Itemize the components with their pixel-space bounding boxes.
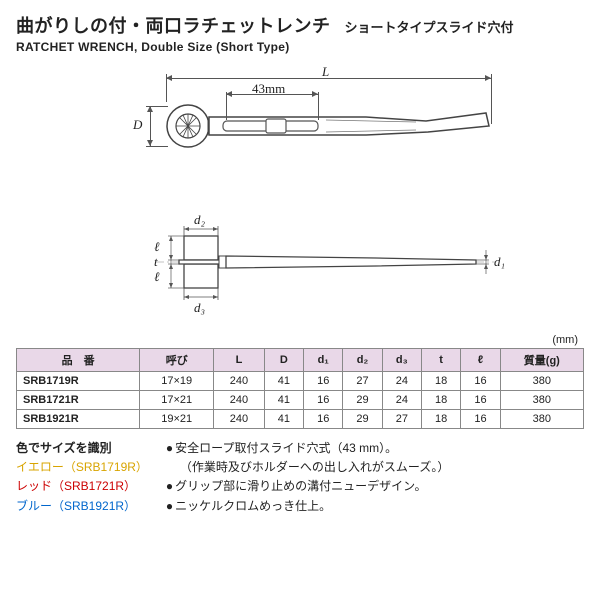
table-row: SRB1719R17×19240411627241816380	[17, 372, 584, 391]
table-cell: 16	[461, 410, 500, 429]
table-cell: 41	[264, 391, 303, 410]
table-cell: 18	[421, 391, 460, 410]
table-cell: 380	[500, 372, 583, 391]
legend-header: 色でサイズを識別	[16, 439, 148, 458]
dim-l2-label: ℓ	[154, 269, 159, 285]
wrench-side-view	[166, 98, 496, 161]
table-cell: 16	[304, 372, 343, 391]
table-cell: 240	[214, 410, 265, 429]
bullet-3: ニッケルクロムめっき仕上。	[166, 497, 449, 516]
table-cell: 380	[500, 391, 583, 410]
legend-blue: ブルー（SRB1921R）	[16, 497, 148, 516]
table-cell: 16	[461, 372, 500, 391]
table-row: SRB1921R19×21240411629271816380	[17, 410, 584, 429]
table-row: SRB1721R17×21240411629241816380	[17, 391, 584, 410]
table-cell: 240	[214, 372, 265, 391]
arrow-icon	[226, 91, 232, 97]
table-cell: SRB1721R	[17, 391, 140, 410]
arrow-icon	[147, 140, 153, 146]
bullet-1: 安全ロープ取付スライド穴式（43 mm）。	[166, 439, 449, 458]
table-cell: 17×21	[140, 391, 214, 410]
dim-l1-label: ℓ	[154, 239, 159, 255]
title-en: RATCHET WRENCH, Double Size (Short Type)	[16, 40, 584, 54]
arrow-icon	[166, 75, 172, 81]
table-cell: 16	[461, 391, 500, 410]
table-cell: 17×19	[140, 372, 214, 391]
table-cell: 24	[382, 372, 421, 391]
unit-label: (mm)	[16, 334, 578, 346]
table-header: 呼び	[140, 349, 214, 372]
arrow-icon	[312, 91, 318, 97]
table-cell: 41	[264, 410, 303, 429]
table-cell: 29	[343, 410, 382, 429]
dim-t-label: t	[154, 254, 158, 270]
table-header: t	[421, 349, 460, 372]
table-header: 質量(g)	[500, 349, 583, 372]
subtitle-jp: ショートタイプスライド穴付	[345, 17, 514, 36]
diagram-area: L 43mm D d₂ d₃ ℓ t ℓ d₁	[136, 64, 600, 324]
table-cell: 18	[421, 372, 460, 391]
title-jp: 曲がりしの付・両口ラチェットレンチ	[16, 12, 331, 38]
table-cell: 29	[343, 391, 382, 410]
table-cell: SRB1719R	[17, 372, 140, 391]
bullet-1-sub: （作業時及びホルダーへの出し入れがスムーズ。）	[180, 458, 449, 477]
table-header: d₃	[382, 349, 421, 372]
dim-D-ext2	[146, 146, 168, 147]
dim-L-label: L	[322, 64, 329, 80]
dim-d3-label: d₃	[194, 300, 205, 316]
dim-d1-label: d₁	[494, 254, 505, 270]
table-cell: SRB1921R	[17, 410, 140, 429]
table-header: L	[214, 349, 265, 372]
bullets: 安全ロープ取付スライド穴式（43 mm）。 （作業時及びホルダーへの出し入れがス…	[166, 439, 449, 516]
wrench-top-view	[156, 214, 496, 317]
dim-d2-label: d₂	[194, 212, 205, 228]
table-cell: 24	[382, 391, 421, 410]
table-cell: 16	[304, 410, 343, 429]
table-cell: 16	[304, 391, 343, 410]
wrench-side-svg	[166, 98, 496, 158]
table-header: D	[264, 349, 303, 372]
table-header: d₁	[304, 349, 343, 372]
legend-red: レッド（SRB1721R）	[16, 477, 148, 496]
table-header: ℓ	[461, 349, 500, 372]
wrench-top-svg	[156, 214, 496, 314]
table-cell: 380	[500, 410, 583, 429]
table-cell: 27	[382, 410, 421, 429]
table-cell: 19×21	[140, 410, 214, 429]
arrow-icon	[485, 75, 491, 81]
dim-slot-label: 43mm	[252, 81, 285, 97]
bullet-2: グリップ部に滑り止めの溝付ニューデザイン。	[166, 477, 449, 496]
dim-D-label: D	[133, 117, 142, 133]
table-cell: 41	[264, 372, 303, 391]
arrow-icon	[147, 106, 153, 112]
dim-L-ext2	[491, 74, 492, 124]
dim-slot-ext2	[318, 92, 319, 120]
table-header: d₂	[343, 349, 382, 372]
color-legend: 色でサイズを識別 イエロー（SRB1719R） レッド（SRB1721R） ブル…	[16, 439, 148, 516]
table-header: 品 番	[17, 349, 140, 372]
table-cell: 240	[214, 391, 265, 410]
table-cell: 27	[343, 372, 382, 391]
table-cell: 18	[421, 410, 460, 429]
legend-yellow: イエロー（SRB1719R）	[16, 458, 148, 477]
spec-table: 品 番呼びLDd₁d₂d₃tℓ質量(g) SRB1719R17×19240411…	[16, 348, 584, 429]
